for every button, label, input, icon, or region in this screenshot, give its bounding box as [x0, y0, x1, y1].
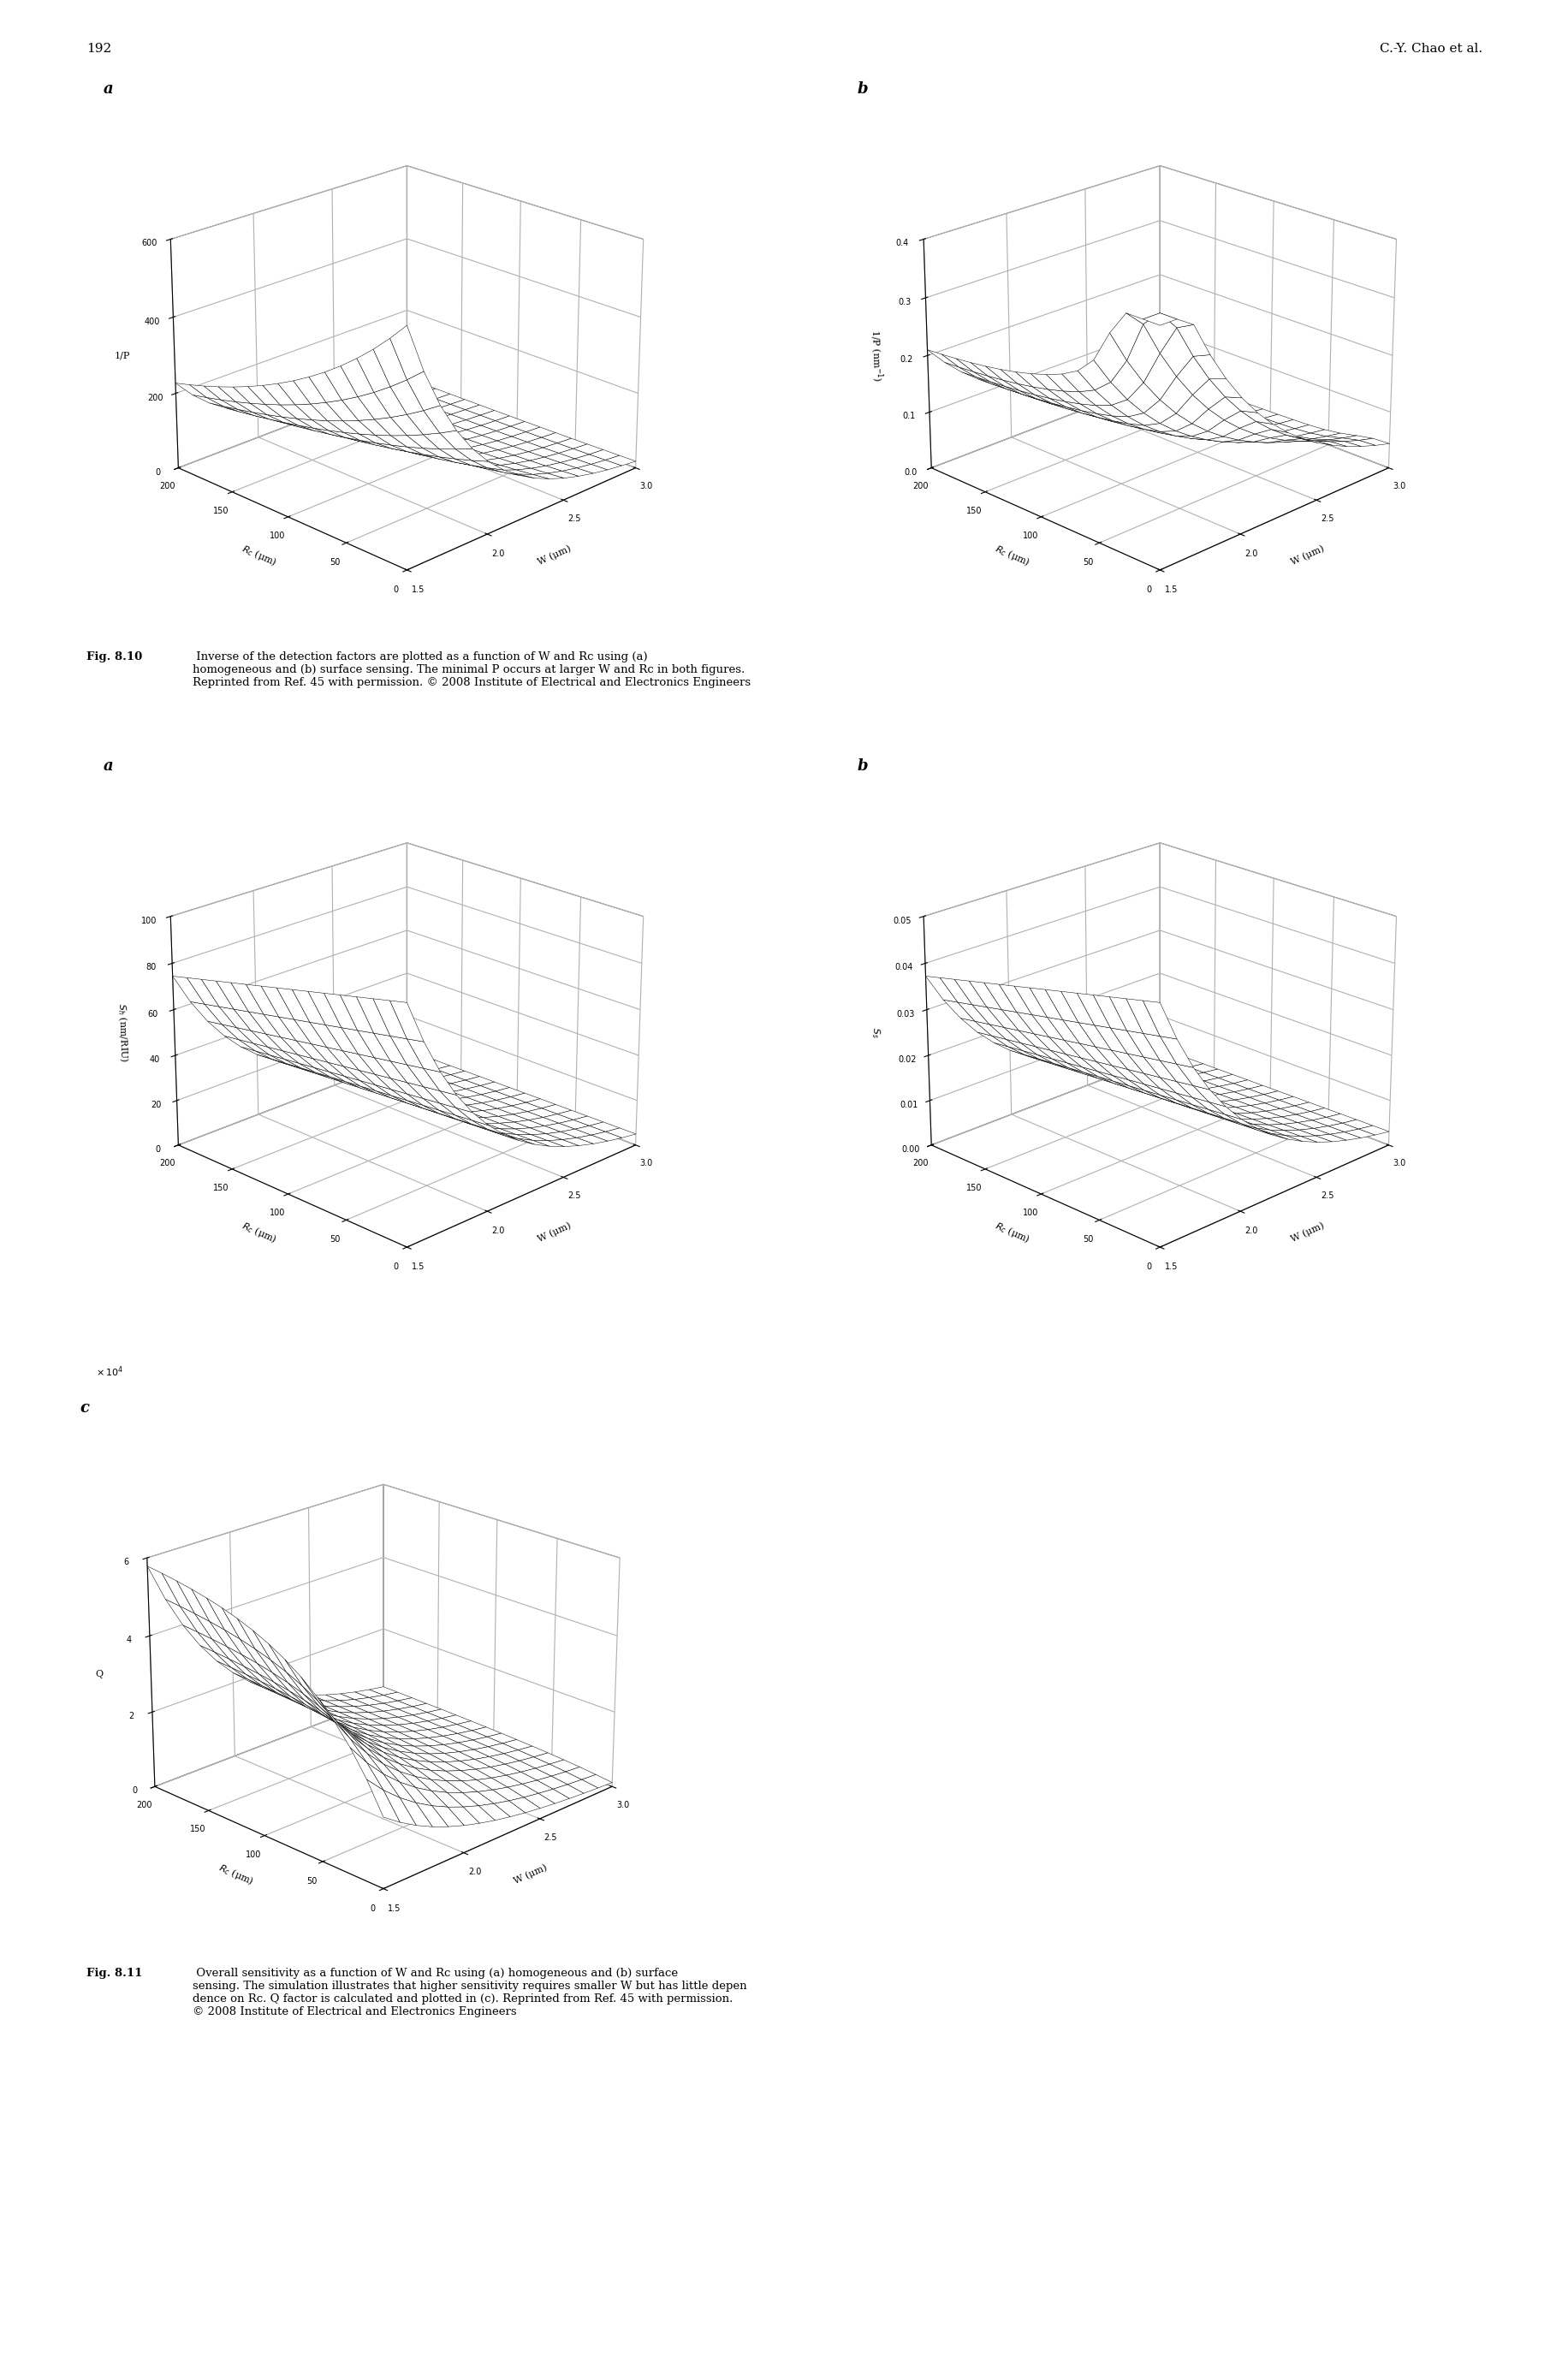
Text: 192: 192 — [86, 43, 111, 55]
X-axis label: W (μm): W (μm) — [1289, 544, 1325, 568]
Y-axis label: $R_c$ (μm): $R_c$ (μm) — [993, 1219, 1032, 1245]
Y-axis label: $R_c$ (μm): $R_c$ (μm) — [216, 1860, 256, 1887]
Text: Fig. 8.10: Fig. 8.10 — [86, 651, 143, 663]
Text: Inverse of the detection factors are plotted as a function of W and Rc using (a): Inverse of the detection factors are plo… — [193, 651, 751, 687]
Text: $\times\,10^4$: $\times\,10^4$ — [96, 1364, 122, 1378]
Y-axis label: $R_c$ (μm): $R_c$ (μm) — [240, 1219, 279, 1245]
Text: C.-Y. Chao et al.: C.-Y. Chao et al. — [1378, 43, 1482, 55]
Text: Overall sensitivity as a function of W and Rc using (a) homogeneous and (b) surf: Overall sensitivity as a function of W a… — [193, 1967, 746, 2017]
Y-axis label: $R_c$ (μm): $R_c$ (μm) — [240, 542, 279, 568]
Text: b: b — [856, 758, 867, 775]
Text: a: a — [103, 81, 113, 97]
Text: c: c — [80, 1399, 89, 1416]
X-axis label: W (μm): W (μm) — [536, 544, 572, 568]
X-axis label: W (μm): W (μm) — [1289, 1221, 1325, 1245]
Text: b: b — [856, 81, 867, 97]
Text: a: a — [103, 758, 113, 775]
Y-axis label: $R_c$ (μm): $R_c$ (μm) — [993, 542, 1032, 568]
Text: Fig. 8.11: Fig. 8.11 — [86, 1967, 143, 1979]
X-axis label: W (μm): W (μm) — [536, 1221, 572, 1245]
X-axis label: W (μm): W (μm) — [513, 1863, 549, 1887]
